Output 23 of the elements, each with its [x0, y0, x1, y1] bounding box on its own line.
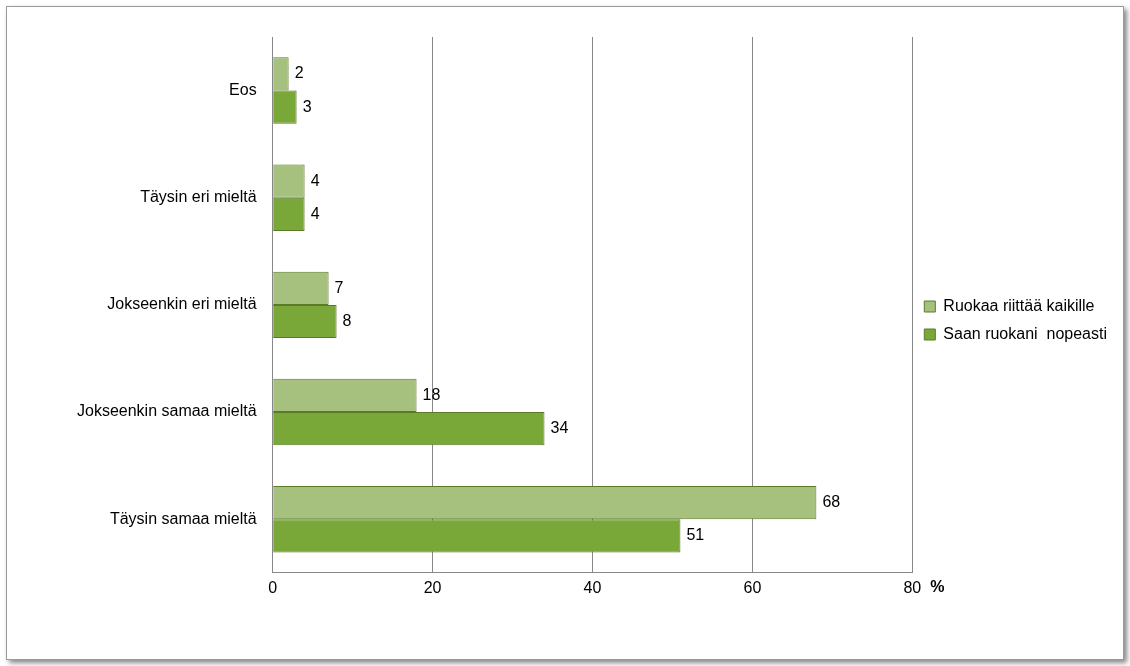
data-label: 2	[294, 64, 304, 82]
data-label: 34	[550, 419, 569, 437]
y-tick-label: Eos	[229, 80, 257, 98]
data-label: 4	[310, 204, 320, 222]
data-label: 51	[686, 526, 705, 544]
x-axis-title: %	[930, 578, 945, 596]
y-tick-label: Jokseenkin eri mieltä	[107, 295, 257, 313]
data-label: 68	[822, 493, 841, 511]
legend-label: Saan ruokani nopeasti	[943, 324, 1107, 342]
x-tick-label: 0	[268, 578, 278, 596]
data-label: 4	[310, 171, 320, 189]
data-label: 18	[422, 385, 441, 403]
y-tick-label: Täysin samaa mieltä	[109, 509, 257, 527]
y-tick-label: Täysin eri mieltä	[140, 188, 257, 206]
data-label: 7	[334, 278, 344, 296]
x-tick-label: 20	[423, 578, 442, 596]
x-tick-label: 40	[583, 578, 602, 596]
y-tick-label: Jokseenkin samaa mieltä	[77, 402, 257, 420]
data-label: 3	[302, 97, 312, 115]
data-label: 8	[342, 311, 352, 329]
x-tick-label: 60	[743, 578, 762, 596]
legend-label: Ruokaa riittää kaikille	[943, 296, 1095, 314]
x-tick-label: 80	[903, 578, 922, 596]
